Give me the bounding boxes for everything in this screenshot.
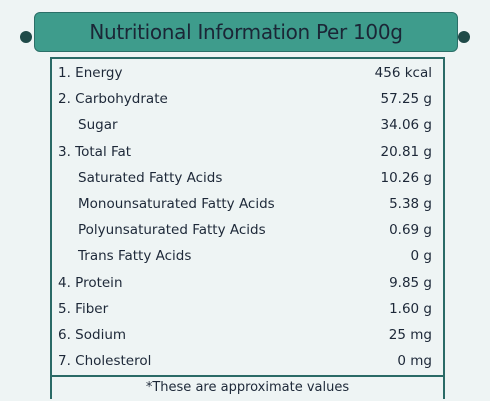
nutrient-label: 3. Total Fat [58, 143, 132, 160]
separator [50, 375, 445, 377]
nutrient-row: 7. Cholesterol 0 mg [52, 348, 432, 374]
nutrient-label: 7. Cholesterol [58, 353, 152, 370]
nutrient-value: 5.38 g [389, 196, 432, 212]
nutrient-label: 1. Energy [58, 65, 123, 81]
nutrient-label: Polyunsaturated Fatty Acids [78, 222, 266, 239]
nutrient-row: 3. Total Fat 20.81 g [52, 139, 432, 165]
nutrient-label: 5. Fiber [58, 300, 109, 317]
nutrient-row: Polyunsaturated Fatty Acids 0.69 g [52, 217, 432, 243]
nutrient-row: Trans Fatty Acids 0 g [52, 243, 432, 269]
nutrient-label: Trans Fatty Acids [78, 248, 192, 265]
ornament [458, 31, 470, 43]
nutrient-row: 5. Fiber 1.60 g [52, 296, 432, 322]
nutrient-label: Monounsaturated Fatty Acids [78, 196, 275, 212]
nutrient-row: Monounsaturated Fatty Acids 5.38 g [52, 191, 432, 217]
nutrient-value: 0 g [410, 248, 432, 265]
header-banner: Nutritional Information Per 100g [34, 12, 458, 52]
nutrient-row: 4. Protein 9.85 g [52, 270, 432, 296]
nutrient-value: 10.26 g [380, 169, 432, 186]
nutrient-label: 6. Sodium [58, 327, 127, 343]
footnote: *These are approximate values [145, 380, 350, 395]
nutrient-row: 2. Carbohydrate 57.25 g [52, 86, 432, 112]
table-border [50, 57, 445, 399]
nutrient-value: 1.60 g [389, 300, 432, 317]
nutrient-value: 34.06 g [380, 117, 432, 134]
nutrient-value: 20.81 g [380, 143, 432, 160]
nutrient-row: Sugar 34.06 g [52, 112, 432, 138]
nutrient-label: Sugar [78, 117, 118, 134]
nutrient-label: Saturated Fatty Acids [78, 169, 223, 186]
nutrient-value: 25 mg [388, 327, 432, 343]
title: Nutritional Information Per 100g [89, 20, 403, 44]
nutrient-value: 0.69 g [389, 222, 432, 239]
ornament [20, 31, 32, 43]
nutrient-label: 4. Protein [58, 274, 123, 291]
nutrient-value: 57.25 g [380, 91, 432, 108]
nutrient-row: Saturated Fatty Acids 10.26 g [52, 165, 432, 191]
nutrient-label: 2. Carbohydrate [58, 91, 168, 108]
nutrient-row: 6. Sodium 25 mg [52, 322, 432, 348]
nutrient-row: 1. Energy 456 kcal [52, 60, 432, 86]
nutrient-value: 0 mg [397, 353, 432, 370]
nutrient-value: 456 kcal [374, 65, 432, 81]
nutrient-value: 9.85 g [389, 274, 432, 291]
